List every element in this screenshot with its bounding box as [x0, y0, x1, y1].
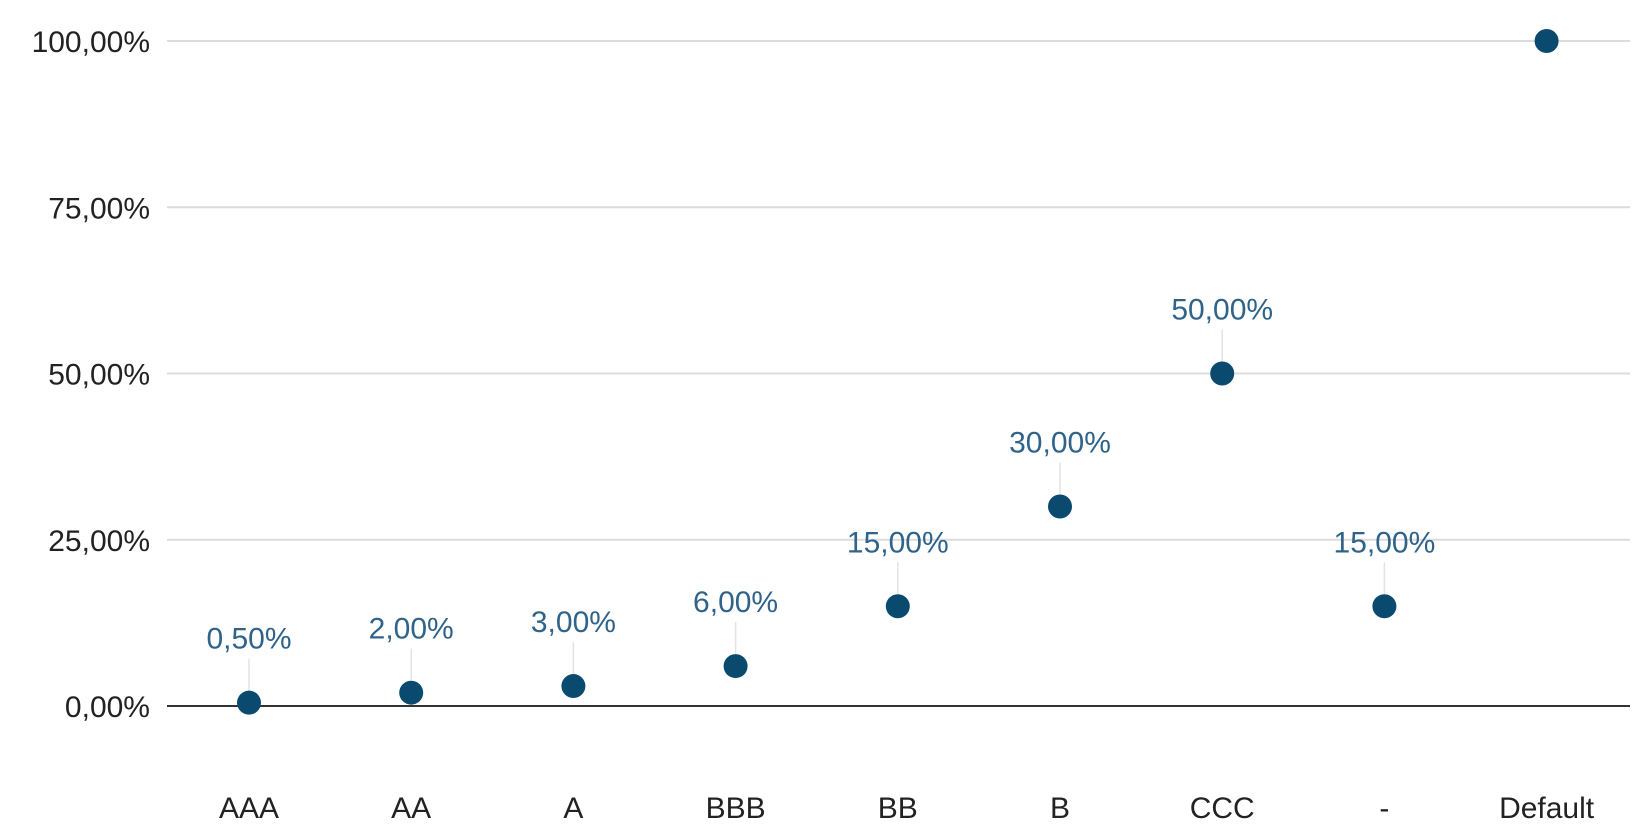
y-tick-label: 75,00%	[48, 192, 150, 225]
x-tick-label: B	[1050, 792, 1070, 825]
x-tick-label: -	[1379, 792, 1389, 825]
x-tick-label: A	[563, 792, 583, 825]
x-tick-label: Default	[1499, 792, 1595, 825]
data-point	[1048, 494, 1072, 519]
y-tick-label: 50,00%	[48, 359, 150, 392]
x-axis: AAA AA A BBB BB B CCC - Default	[219, 792, 1595, 825]
x-tick-label: BB	[878, 792, 918, 825]
data-points	[237, 29, 1559, 715]
data-point	[399, 680, 424, 705]
data-point	[237, 690, 261, 715]
data-label: 30,00%	[1009, 427, 1111, 460]
data-point	[1372, 594, 1397, 619]
x-tick-label: BBB	[706, 792, 766, 825]
y-tick-label: 25,00%	[48, 525, 150, 558]
data-label: 3,00%	[531, 606, 616, 639]
y-axis: 0,00% 25,00% 50,00% 75,00% 100,00%	[32, 26, 150, 724]
x-tick-label: CCC	[1190, 792, 1255, 825]
data-label: 2,00%	[369, 613, 454, 646]
y-tick-label: 100,00%	[32, 26, 150, 59]
grid-layer	[167, 40, 1630, 707]
y-tick-label: 0,00%	[65, 691, 150, 724]
data-label: 6,00%	[693, 586, 778, 619]
leader-lines	[248, 329, 1386, 691]
data-labels: 0,50% 2,00% 3,00% 6,00% 15,00% 30,00% 50,00% 15…	[206, 294, 1435, 656]
data-label: 15,00%	[847, 526, 949, 559]
data-point	[885, 594, 910, 619]
data-label: 15,00%	[1334, 526, 1436, 559]
x-tick-label: AAA	[219, 792, 279, 825]
data-point	[1534, 29, 1559, 53]
data-label: 0,50%	[206, 623, 291, 656]
x-tick-label: AA	[391, 792, 431, 825]
data-point	[723, 654, 748, 679]
data-label: 50,00%	[1171, 294, 1273, 327]
data-point	[1210, 361, 1235, 386]
data-point	[561, 674, 586, 699]
